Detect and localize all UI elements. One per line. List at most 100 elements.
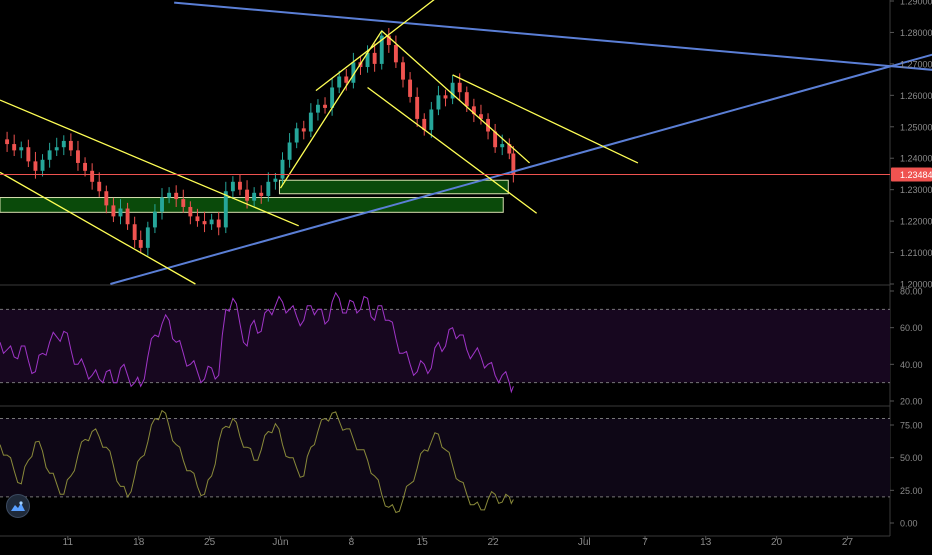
candle-body — [33, 161, 38, 171]
candle[interactable] — [323, 97, 327, 114]
candle-body — [422, 118, 427, 130]
rsi-line[interactable] — [0, 291, 514, 394]
candle[interactable] — [167, 187, 172, 204]
time-axis-tick-label: 11 — [63, 537, 74, 548]
candle[interactable] — [104, 185, 109, 214]
candle-body — [344, 76, 349, 83]
candle-body — [259, 192, 264, 196]
candle-body — [500, 144, 505, 148]
time-axis-tick-label: Jun — [272, 537, 288, 548]
channel-line[interactable] — [381, 30, 530, 164]
candle[interactable] — [118, 199, 123, 225]
candle[interactable] — [111, 197, 116, 223]
price-axis-tick-label: 1.27000 — [900, 59, 932, 69]
candle[interactable] — [181, 189, 186, 213]
candle[interactable] — [145, 221, 150, 256]
candle-body — [47, 150, 52, 160]
candle[interactable] — [188, 201, 193, 225]
candle[interactable] — [436, 85, 441, 116]
candle[interactable] — [408, 72, 413, 103]
trend-line[interactable] — [174, 1, 932, 72]
candle[interactable] — [238, 174, 242, 196]
candle[interactable] — [308, 103, 313, 138]
candle[interactable] — [511, 145, 516, 183]
candle[interactable] — [209, 213, 214, 230]
candle[interactable] — [479, 104, 483, 125]
candle[interactable] — [386, 28, 391, 53]
candle[interactable] — [19, 141, 24, 159]
candle[interactable] — [301, 120, 306, 140]
candle[interactable] — [464, 86, 469, 112]
candle[interactable] — [393, 35, 398, 68]
support-zone[interactable] — [278, 179, 509, 195]
candle[interactable] — [401, 56, 405, 88]
candle[interactable] — [202, 211, 207, 233]
candle-body — [181, 199, 186, 207]
candle[interactable] — [132, 216, 137, 248]
candle[interactable] — [76, 140, 80, 171]
channel-line[interactable] — [279, 30, 383, 189]
candle[interactable] — [61, 135, 66, 156]
candle[interactable] — [68, 133, 73, 157]
candle[interactable] — [315, 99, 320, 121]
candle-body — [330, 87, 335, 108]
candle[interactable] — [5, 131, 10, 152]
candle-body — [252, 192, 257, 201]
candle-body — [511, 153, 516, 175]
channel-line[interactable] — [0, 171, 196, 285]
candle[interactable] — [26, 139, 31, 168]
rsi-axis-tick-label: 20.00 — [900, 397, 923, 407]
candle[interactable] — [429, 101, 434, 138]
candle[interactable] — [507, 138, 512, 160]
candle[interactable] — [223, 181, 228, 234]
candle[interactable] — [294, 122, 299, 149]
candle[interactable] — [280, 152, 285, 185]
candle[interactable] — [372, 43, 377, 72]
candle[interactable] — [90, 163, 95, 190]
candle-body — [450, 82, 455, 99]
candle[interactable] — [216, 211, 221, 236]
candle[interactable] — [450, 75, 455, 105]
candle[interactable] — [138, 230, 143, 254]
channel-line[interactable] — [0, 99, 299, 227]
support-zone[interactable] — [0, 197, 504, 213]
stochastic-axis-tick-label: 75.00 — [900, 421, 923, 431]
candle[interactable] — [97, 172, 102, 197]
candle[interactable] — [12, 134, 17, 157]
candle[interactable] — [471, 98, 476, 123]
candle[interactable] — [252, 187, 257, 207]
candle-body — [125, 208, 130, 225]
candle[interactable] — [54, 137, 59, 157]
candle[interactable] — [422, 113, 427, 136]
candle[interactable] — [266, 172, 271, 202]
candle[interactable] — [493, 123, 498, 153]
candle[interactable] — [273, 173, 278, 190]
candle[interactable] — [365, 45, 370, 73]
candle[interactable] — [174, 185, 179, 207]
channel-line[interactable] — [452, 74, 639, 164]
candle[interactable] — [330, 78, 335, 116]
candle[interactable] — [152, 204, 157, 234]
channel-line[interactable] — [315, 0, 435, 92]
candle[interactable] — [351, 52, 356, 89]
candle[interactable] — [415, 87, 420, 127]
candle[interactable] — [287, 133, 292, 168]
candle[interactable] — [160, 188, 164, 220]
stochastic-line[interactable] — [0, 409, 514, 514]
trend-line[interactable] — [110, 53, 932, 285]
channel-line[interactable] — [367, 86, 538, 214]
candle[interactable] — [83, 157, 88, 177]
candle[interactable] — [195, 208, 200, 227]
candle[interactable] — [379, 29, 384, 70]
tradingview-logo-icon[interactable] — [6, 494, 30, 518]
candle[interactable] — [40, 154, 45, 177]
candle[interactable] — [443, 89, 448, 107]
candle[interactable] — [47, 142, 52, 168]
candle[interactable] — [337, 70, 342, 94]
candle[interactable] — [259, 185, 264, 204]
candle[interactable] — [230, 176, 235, 200]
stochastic-band-fill — [0, 418, 890, 497]
candle[interactable] — [125, 202, 130, 230]
